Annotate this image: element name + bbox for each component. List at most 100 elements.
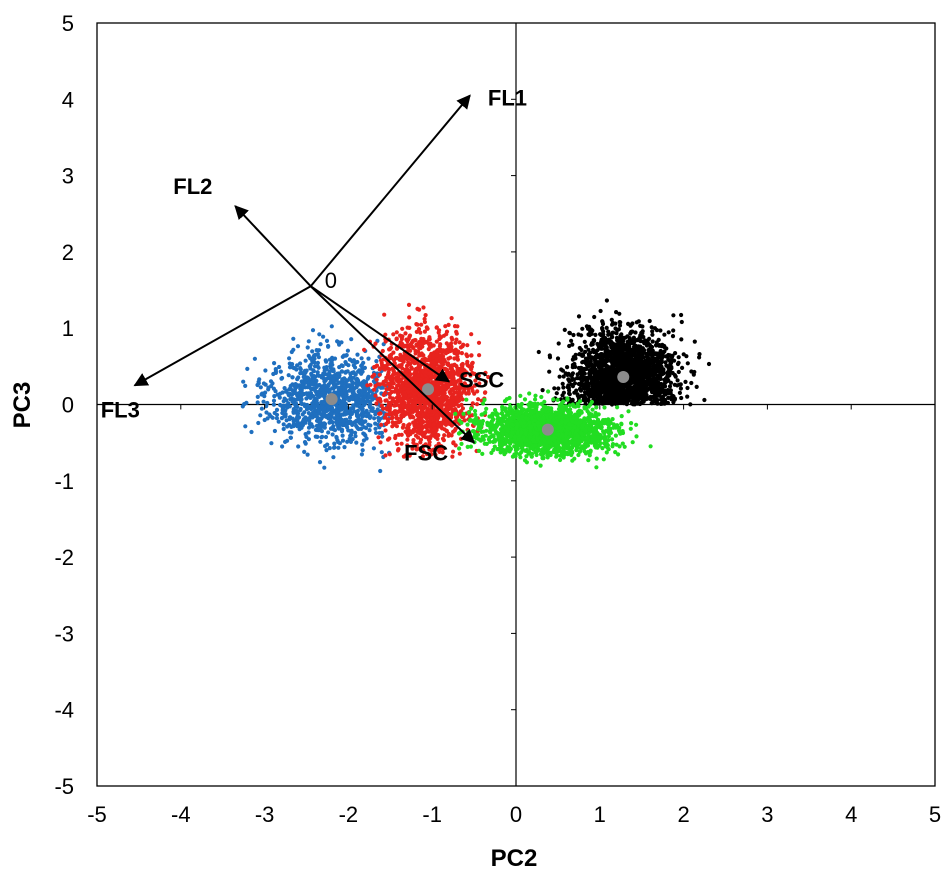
data-point bbox=[367, 389, 372, 394]
data-point bbox=[377, 430, 382, 436]
data-point bbox=[651, 394, 656, 399]
data-point bbox=[455, 367, 460, 372]
data-point bbox=[445, 372, 450, 377]
data-point bbox=[483, 379, 488, 384]
data-point bbox=[454, 337, 459, 342]
data-point bbox=[337, 441, 342, 446]
data-point bbox=[378, 468, 383, 474]
data-point bbox=[278, 402, 283, 408]
data-point bbox=[287, 356, 292, 361]
data-point bbox=[446, 322, 451, 327]
data-point bbox=[402, 389, 407, 394]
data-point bbox=[639, 375, 644, 381]
data-point bbox=[345, 425, 350, 430]
data-point bbox=[422, 319, 427, 325]
data-point bbox=[628, 395, 633, 400]
data-point bbox=[350, 422, 355, 427]
data-point bbox=[624, 343, 629, 348]
data-point bbox=[411, 403, 417, 408]
data-point bbox=[555, 356, 561, 361]
data-point bbox=[262, 417, 267, 423]
data-point bbox=[629, 351, 634, 356]
data-point bbox=[647, 336, 652, 341]
data-point bbox=[631, 362, 636, 367]
data-point bbox=[622, 364, 627, 370]
data-point bbox=[635, 375, 640, 380]
data-point bbox=[616, 327, 622, 332]
data-point bbox=[394, 402, 399, 408]
data-point bbox=[414, 396, 419, 401]
data-point bbox=[466, 387, 471, 392]
data-point bbox=[450, 454, 455, 459]
data-point bbox=[321, 334, 326, 339]
data-point bbox=[339, 340, 344, 345]
data-point bbox=[416, 446, 421, 451]
data-point bbox=[470, 388, 475, 393]
data-point bbox=[440, 366, 445, 371]
data-point bbox=[658, 397, 664, 402]
data-point bbox=[649, 344, 655, 350]
data-point bbox=[286, 373, 291, 378]
data-point bbox=[440, 450, 445, 455]
data-point bbox=[304, 377, 309, 382]
data-point bbox=[671, 328, 676, 333]
data-point bbox=[337, 365, 342, 370]
data-point bbox=[440, 354, 446, 359]
data-point bbox=[612, 372, 617, 377]
data-point bbox=[613, 390, 619, 395]
data-point bbox=[385, 407, 390, 412]
data-point bbox=[278, 391, 283, 396]
data-point bbox=[670, 393, 675, 399]
data-point bbox=[298, 361, 303, 366]
data-point bbox=[397, 404, 402, 409]
data-point bbox=[359, 407, 364, 412]
data-point bbox=[278, 369, 283, 374]
data-point bbox=[356, 413, 361, 418]
data-point bbox=[657, 393, 662, 398]
data-point bbox=[601, 385, 606, 390]
data-point bbox=[362, 432, 367, 437]
data-point bbox=[427, 354, 432, 360]
data-point bbox=[418, 330, 423, 335]
data-point bbox=[685, 394, 690, 399]
data-point bbox=[629, 376, 635, 381]
data-point bbox=[367, 423, 372, 428]
data-point bbox=[650, 339, 655, 344]
data-point bbox=[456, 378, 461, 383]
data-point bbox=[679, 337, 684, 342]
data-point bbox=[347, 436, 352, 441]
data-point bbox=[650, 329, 655, 334]
data-point bbox=[676, 369, 681, 375]
data-point bbox=[649, 388, 654, 393]
data-point bbox=[281, 426, 286, 432]
data-point bbox=[355, 377, 360, 382]
data-point bbox=[382, 312, 387, 317]
data-point bbox=[575, 393, 581, 398]
data-point bbox=[415, 322, 420, 327]
data-point bbox=[377, 367, 382, 372]
data-point bbox=[406, 337, 411, 342]
data-point bbox=[636, 387, 642, 392]
data-point bbox=[582, 390, 588, 395]
data-point bbox=[360, 369, 365, 374]
data-point bbox=[386, 366, 391, 371]
data-point bbox=[307, 416, 312, 421]
data-point bbox=[560, 381, 565, 386]
data-point bbox=[355, 408, 360, 413]
data-point bbox=[298, 408, 303, 413]
data-point bbox=[666, 357, 671, 362]
data-point bbox=[272, 410, 277, 416]
data-point bbox=[600, 374, 606, 379]
data-point bbox=[336, 371, 341, 376]
data-point bbox=[463, 373, 468, 378]
data-point bbox=[346, 363, 351, 368]
data-point bbox=[660, 371, 665, 376]
data-point bbox=[322, 406, 327, 411]
data-point bbox=[697, 352, 702, 357]
data-point bbox=[340, 433, 345, 438]
data-point bbox=[358, 397, 363, 403]
data-point bbox=[289, 430, 294, 435]
data-point bbox=[376, 415, 381, 420]
data-point bbox=[614, 331, 619, 336]
data-point bbox=[648, 376, 653, 381]
